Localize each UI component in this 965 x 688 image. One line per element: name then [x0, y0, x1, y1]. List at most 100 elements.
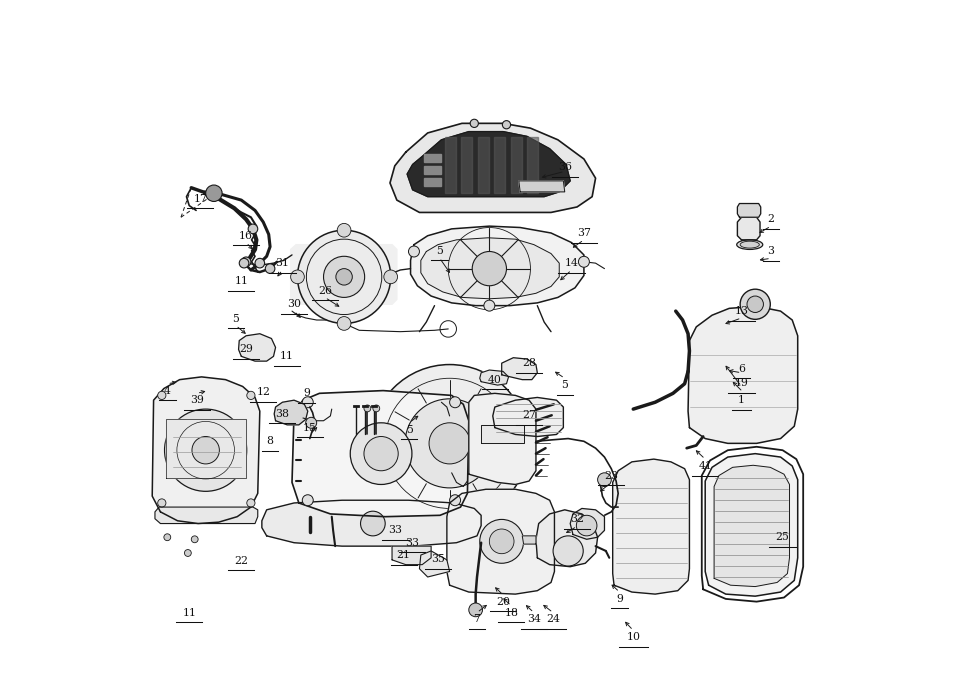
Circle shape: [472, 252, 507, 286]
Polygon shape: [714, 465, 789, 587]
Text: 16: 16: [239, 230, 253, 241]
Text: 41: 41: [699, 461, 712, 471]
Circle shape: [364, 436, 399, 471]
Text: 21: 21: [397, 550, 411, 560]
Circle shape: [302, 495, 314, 506]
Polygon shape: [482, 425, 524, 443]
Circle shape: [206, 185, 222, 202]
Polygon shape: [461, 137, 472, 193]
Circle shape: [239, 259, 249, 268]
Polygon shape: [502, 358, 538, 380]
Polygon shape: [527, 137, 538, 193]
Text: 10: 10: [626, 632, 640, 643]
Circle shape: [350, 423, 412, 484]
Text: 23: 23: [604, 471, 619, 480]
Text: 31: 31: [275, 258, 290, 268]
Text: 11: 11: [182, 608, 196, 618]
Text: 32: 32: [570, 515, 584, 524]
Polygon shape: [613, 459, 689, 594]
Text: 17: 17: [193, 194, 207, 204]
Circle shape: [747, 296, 763, 312]
Circle shape: [371, 365, 529, 522]
Text: 5: 5: [562, 380, 568, 390]
Circle shape: [302, 397, 314, 408]
Text: 12: 12: [257, 387, 270, 397]
Text: 2: 2: [767, 214, 775, 224]
Circle shape: [576, 515, 597, 536]
Ellipse shape: [740, 241, 759, 248]
Text: 28: 28: [522, 358, 537, 368]
Polygon shape: [262, 500, 482, 546]
Circle shape: [429, 423, 470, 464]
Text: 11: 11: [280, 352, 294, 361]
Polygon shape: [425, 166, 441, 174]
Polygon shape: [480, 370, 509, 385]
Polygon shape: [522, 536, 536, 544]
Text: 5: 5: [436, 246, 443, 256]
Circle shape: [265, 264, 275, 273]
Text: 25: 25: [776, 533, 789, 542]
Text: 35: 35: [431, 554, 445, 564]
Polygon shape: [445, 137, 455, 193]
Circle shape: [192, 436, 219, 464]
Text: 9: 9: [616, 594, 623, 604]
Polygon shape: [447, 489, 555, 594]
Text: 9: 9: [303, 388, 310, 398]
Polygon shape: [392, 546, 431, 565]
Text: 5: 5: [233, 314, 239, 323]
Circle shape: [247, 391, 255, 400]
Circle shape: [740, 289, 770, 319]
Polygon shape: [737, 217, 760, 240]
Polygon shape: [425, 178, 441, 186]
Text: 30: 30: [287, 299, 301, 310]
Polygon shape: [737, 204, 760, 217]
Polygon shape: [292, 391, 469, 517]
Text: 38: 38: [275, 409, 289, 419]
Circle shape: [337, 316, 351, 330]
Text: 33: 33: [389, 526, 402, 535]
Ellipse shape: [736, 240, 762, 250]
Text: 19: 19: [734, 378, 749, 388]
Text: 14: 14: [565, 258, 578, 268]
Polygon shape: [570, 508, 604, 539]
Polygon shape: [410, 226, 584, 305]
Circle shape: [157, 391, 166, 400]
Circle shape: [290, 270, 304, 283]
Polygon shape: [407, 131, 570, 197]
Circle shape: [408, 246, 420, 257]
Circle shape: [597, 473, 611, 486]
Text: 1: 1: [738, 395, 745, 405]
Circle shape: [384, 270, 398, 283]
Circle shape: [480, 519, 524, 563]
Text: 6: 6: [738, 364, 745, 374]
Circle shape: [469, 603, 482, 616]
Polygon shape: [469, 394, 536, 484]
Circle shape: [578, 257, 590, 267]
Text: 22: 22: [234, 555, 248, 566]
Text: 20: 20: [496, 596, 510, 607]
Text: 34: 34: [527, 614, 540, 625]
Circle shape: [361, 511, 385, 536]
Circle shape: [450, 495, 460, 506]
Polygon shape: [152, 377, 260, 524]
Text: 29: 29: [239, 345, 253, 354]
Polygon shape: [478, 137, 488, 193]
Polygon shape: [536, 510, 597, 567]
Polygon shape: [688, 306, 798, 443]
Circle shape: [306, 418, 317, 429]
Polygon shape: [155, 507, 258, 524]
Circle shape: [247, 499, 255, 507]
Polygon shape: [290, 245, 397, 304]
Polygon shape: [238, 334, 276, 361]
Circle shape: [323, 257, 365, 297]
Polygon shape: [390, 123, 595, 213]
Circle shape: [336, 268, 352, 285]
Text: 3: 3: [767, 246, 775, 257]
Circle shape: [503, 120, 510, 129]
Circle shape: [337, 224, 351, 237]
Circle shape: [191, 536, 198, 543]
Circle shape: [165, 409, 247, 491]
Text: 4: 4: [164, 385, 171, 396]
Circle shape: [450, 397, 460, 408]
Circle shape: [364, 405, 371, 412]
